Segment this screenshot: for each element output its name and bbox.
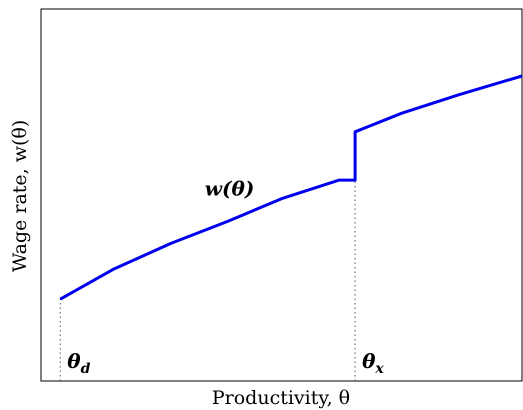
annotations: w(θ) θd θx: [67, 177, 384, 377]
plot-frame: [40, 8, 523, 382]
curve-label: w(θ): [205, 177, 254, 201]
series-lines: [59, 74, 523, 301]
y-axis-label: Wage rate, w(θ): [9, 120, 31, 273]
series-line-0: [59, 74, 523, 301]
theta-x-label: θx: [362, 349, 384, 377]
x-axis-label: Productivity, θ: [212, 387, 350, 409]
theta-d-label: θd: [67, 349, 90, 377]
dotted-guides: [59, 180, 356, 381]
